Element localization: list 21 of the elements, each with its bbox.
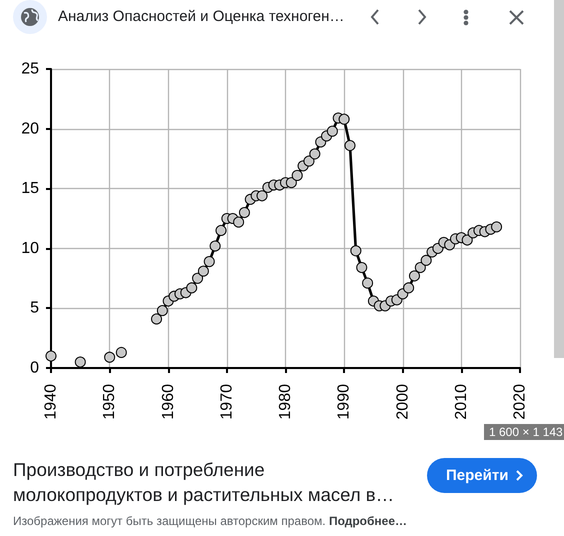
x-tick-label: 2000 xyxy=(394,384,412,420)
text: 1 600 × 1 143 xyxy=(484,424,564,440)
x-tick-label: 2010 xyxy=(452,384,470,420)
x-tick-label: 1990 xyxy=(336,384,353,420)
x-tick-label: 1960 xyxy=(160,384,177,420)
y-tick-label: 25 xyxy=(21,60,40,78)
y-tick-label: 20 xyxy=(21,120,40,138)
y-tick-label: 15 xyxy=(21,180,40,198)
y-tick-label: 0 xyxy=(30,360,40,376)
text: Изображения могут быть защищены авторским правом. xyxy=(13,514,326,528)
x-tick-label: 1980 xyxy=(277,384,294,420)
x-tick-label: 1950 xyxy=(101,384,118,420)
x-tick-label: 1970 xyxy=(218,384,236,420)
text: Перейти xyxy=(446,467,508,485)
y-tick-label: 10 xyxy=(21,240,40,257)
text: Подробнее… xyxy=(328,514,408,528)
text: Анализ Опасностей и Оценка техноген… xyxy=(58,8,344,26)
x-tick-label: 1940 xyxy=(42,384,60,420)
y-tick-label: 5 xyxy=(30,300,40,317)
text: Производство и потребление молокопродуктов и растительных масел в… xyxy=(13,458,396,507)
x-tick-label: 2020 xyxy=(512,384,528,420)
